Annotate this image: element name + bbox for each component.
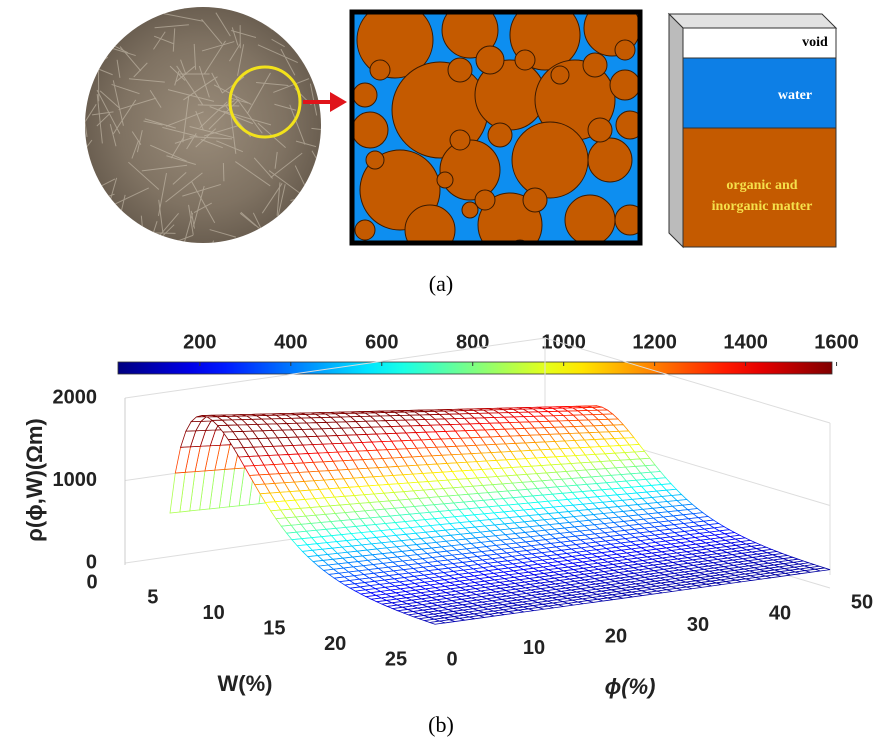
water-label: water [778, 88, 812, 103]
grain [515, 50, 535, 70]
figure: void water organic and inorganic matter … [0, 0, 882, 751]
straw [278, 210, 304, 237]
straw [67, 43, 91, 74]
straw [85, 10, 117, 42]
w-tick-label: 0 [86, 571, 97, 593]
soil-photo [67, 7, 352, 281]
straw [264, 239, 280, 254]
straw [294, 231, 311, 276]
straw [76, 193, 95, 194]
caption: (b) [428, 712, 454, 737]
colorbar-tick-label: 1600 [814, 331, 859, 353]
caption: (a) [429, 271, 453, 296]
z-tick-label: 1000 [53, 469, 98, 491]
straw [79, 19, 127, 28]
straw [125, 16, 140, 20]
straw [139, 230, 152, 256]
grain [370, 60, 390, 80]
straw [239, 9, 260, 10]
colorbar-tick-label: 200 [183, 331, 216, 353]
phi-tick-label: 10 [523, 637, 545, 659]
pore-diagram [352, 0, 645, 260]
straw [316, 239, 327, 252]
phi-tick-label: 0 [446, 648, 457, 670]
grain [523, 188, 547, 212]
phi-tick-label: 40 [769, 603, 791, 625]
w-axis-label: W(%) [218, 671, 273, 696]
straw [313, 218, 329, 232]
straw [283, 232, 293, 263]
void-label: void [802, 35, 828, 50]
straw [195, 241, 213, 281]
z-axis-label: ρ(ϕ,W)(Ωm) [22, 418, 47, 541]
grain [450, 130, 470, 150]
straw [154, 243, 170, 244]
straw [309, 7, 323, 29]
w-tick-label: 5 [147, 587, 158, 609]
grain [583, 53, 607, 77]
straw [83, 80, 89, 96]
grain [610, 70, 640, 100]
grain [405, 205, 455, 255]
colorbar-tick-label: 1000 [541, 331, 586, 353]
grain [551, 66, 569, 84]
w-tick-label: 20 [324, 633, 346, 655]
phi-tick-label: 20 [605, 625, 627, 647]
grain [488, 123, 512, 147]
straw [77, 238, 86, 260]
w-tick-label: 15 [263, 617, 285, 639]
matter-label: inorganic matter [712, 199, 813, 214]
phase-block: void water organic and inorganic matter [669, 14, 836, 247]
colorbar-tick-label: 600 [365, 331, 398, 353]
grain [448, 58, 472, 82]
w-tick-label: 10 [202, 602, 224, 624]
grain [353, 83, 377, 107]
colorbar [118, 362, 832, 374]
grain [366, 151, 384, 169]
grain [615, 40, 635, 60]
colorbar-tick-label: 1400 [723, 331, 768, 353]
z-tick-label: 0 [86, 551, 97, 573]
phi-axis-label: ϕ(%) [605, 674, 656, 699]
grain [512, 122, 588, 198]
straw [81, 8, 125, 32]
straw [68, 140, 92, 171]
straw [125, 240, 129, 263]
grain [437, 172, 453, 188]
colorbar-tick-label: 1200 [632, 331, 677, 353]
grain [588, 138, 632, 182]
straw [78, 206, 113, 230]
grain [588, 118, 612, 142]
straw [316, 8, 352, 19]
grain [476, 46, 504, 74]
colorbar-tick-label: 400 [274, 331, 307, 353]
grain [565, 195, 615, 245]
matter-label: organic and [726, 178, 797, 193]
grain [462, 202, 478, 218]
grain [475, 190, 495, 210]
straw [300, 27, 315, 36]
grain [440, 140, 500, 200]
phi-tick-label: 50 [851, 591, 873, 613]
z-tick-label: 2000 [53, 386, 98, 408]
straw [103, 215, 120, 219]
phi-tick-label: 30 [687, 614, 709, 636]
w-tick-label: 25 [385, 648, 407, 670]
grain [355, 220, 375, 240]
grain [352, 112, 388, 148]
